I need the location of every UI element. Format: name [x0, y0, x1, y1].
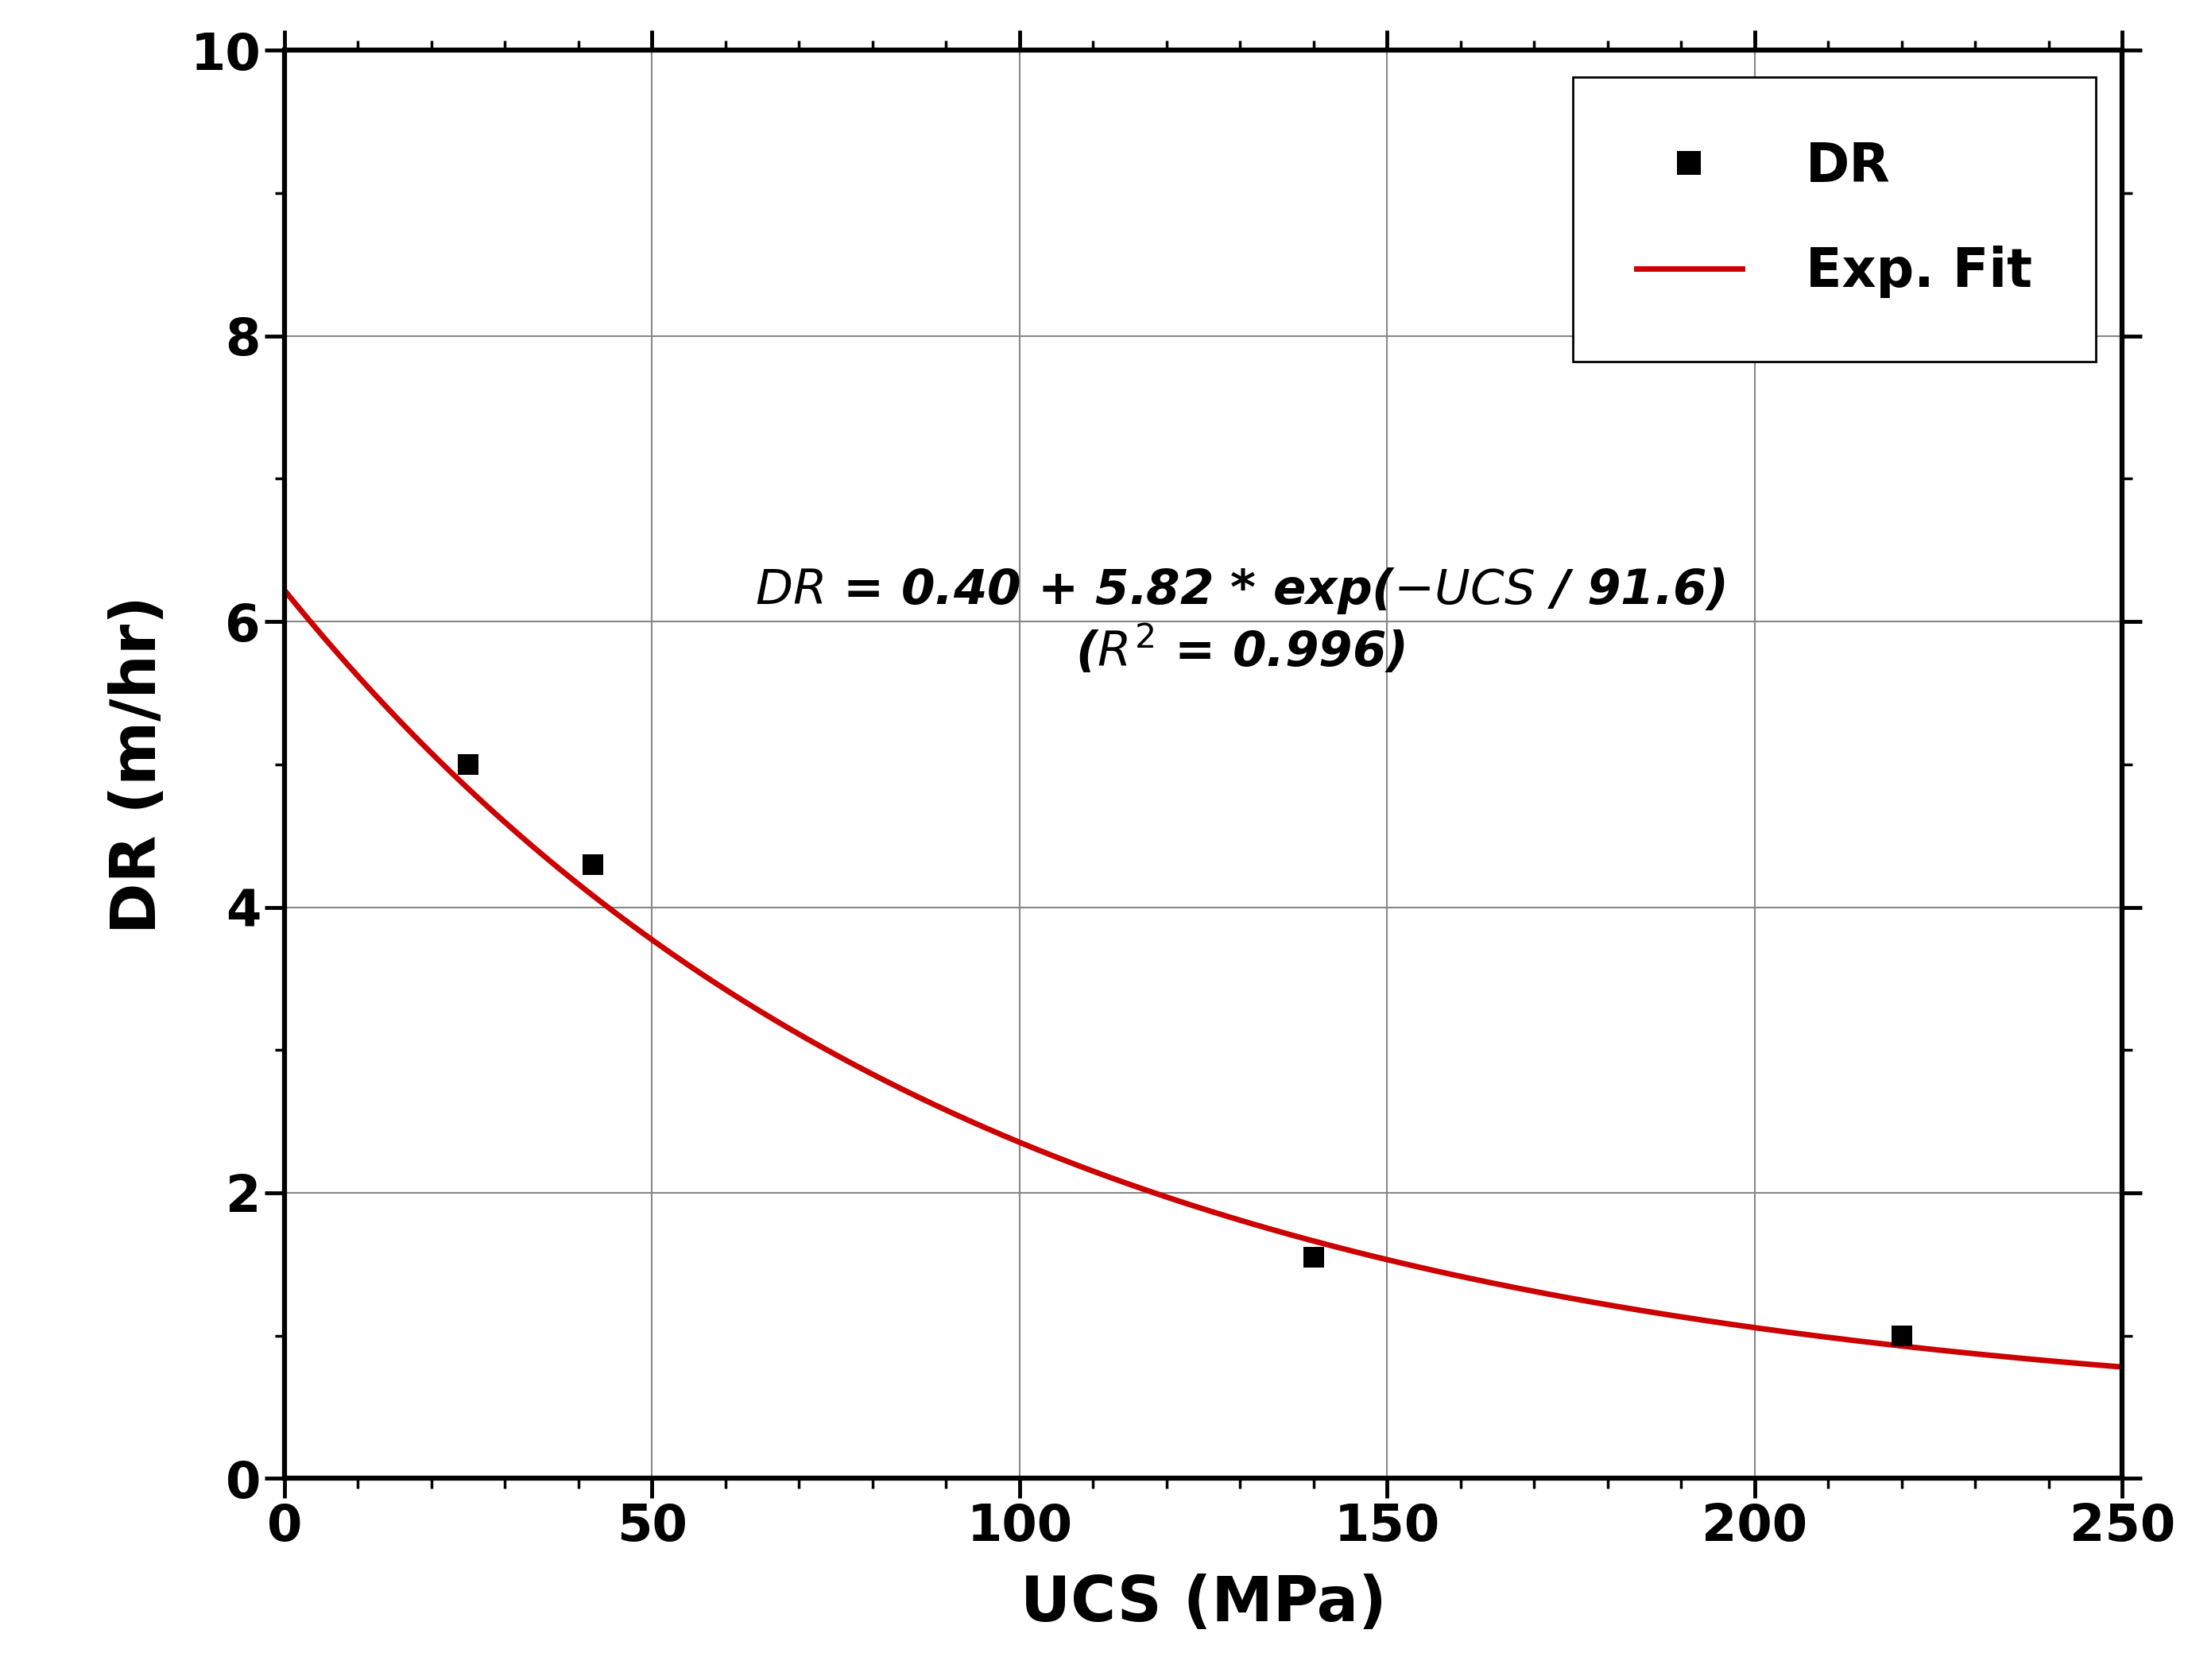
Legend: DR, Exp. Fit: DR, Exp. Fit: [1573, 77, 2096, 361]
Text: $\mathit{DR}$ = 0.40 + 5.82 * exp($-\mathit{UCS}$ / 91.6)
($R^2$ = 0.996): $\mathit{DR}$ = 0.40 + 5.82 * exp($-\mat…: [755, 566, 1726, 677]
X-axis label: UCS (MPa): UCS (MPa): [1020, 1574, 1387, 1635]
Point: [451, 751, 486, 778]
Point: [575, 850, 610, 877]
Point: [1295, 1243, 1330, 1270]
Point: [1884, 1322, 1919, 1349]
Y-axis label: DR (m/hr): DR (m/hr): [107, 595, 168, 934]
